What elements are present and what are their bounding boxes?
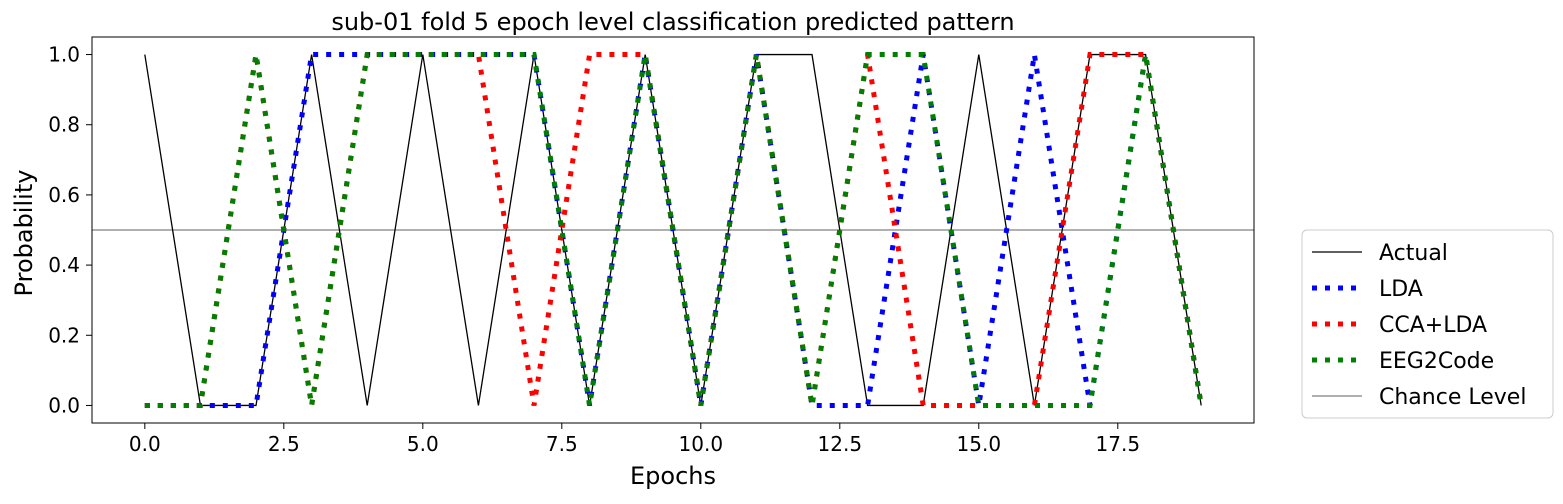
y-tick-label: 0.8 (48, 113, 80, 137)
x-tick-label: 12.5 (818, 432, 863, 456)
y-tick-label: 0.0 (48, 393, 80, 417)
legend-label-cca-lda: CCA+LDA (1379, 313, 1487, 338)
legend-frame (1301, 229, 1554, 419)
y-tick-label: 0.4 (48, 253, 80, 277)
x-axis: 0.0 2.5 5.0 7.5 10.0 12.5 15.0 17.5 (129, 423, 1140, 456)
x-tick-label: 10.0 (679, 432, 724, 456)
chart-title: sub-01 fold 5 epoch level classification… (331, 8, 1014, 36)
legend-label-lda: LDA (1379, 277, 1423, 302)
series-line-lda (144, 52, 1204, 408)
legend: Actual LDA CCA+LDA EEG2Code Chance Level (1301, 229, 1554, 419)
y-axis: 0.0 0.2 0.4 0.6 0.8 1.0 (48, 43, 92, 417)
x-axis-label: Epochs (630, 462, 716, 490)
x-tick-label: 2.5 (268, 432, 300, 456)
legend-label-chance-level: Chance Level (1379, 385, 1526, 410)
x-tick-label: 5.0 (407, 432, 439, 456)
y-tick-label: 0.6 (48, 183, 80, 207)
axes-frame (91, 36, 1255, 424)
x-tick-label: 15.0 (957, 432, 1002, 456)
y-tick-label: 0.2 (48, 323, 80, 347)
x-tick-label: 17.5 (1096, 432, 1141, 456)
y-axis-label: Probability (10, 170, 38, 297)
x-tick-label: 7.5 (546, 432, 578, 456)
series-line-eeg2code (144, 52, 1204, 408)
legend-label-eeg2code: EEG2Code (1379, 349, 1494, 374)
y-tick-label: 1.0 (48, 43, 80, 67)
legend-label-actual: Actual (1379, 241, 1448, 266)
x-tick-label: 0.0 (129, 432, 161, 456)
plot-area (92, 52, 1254, 408)
